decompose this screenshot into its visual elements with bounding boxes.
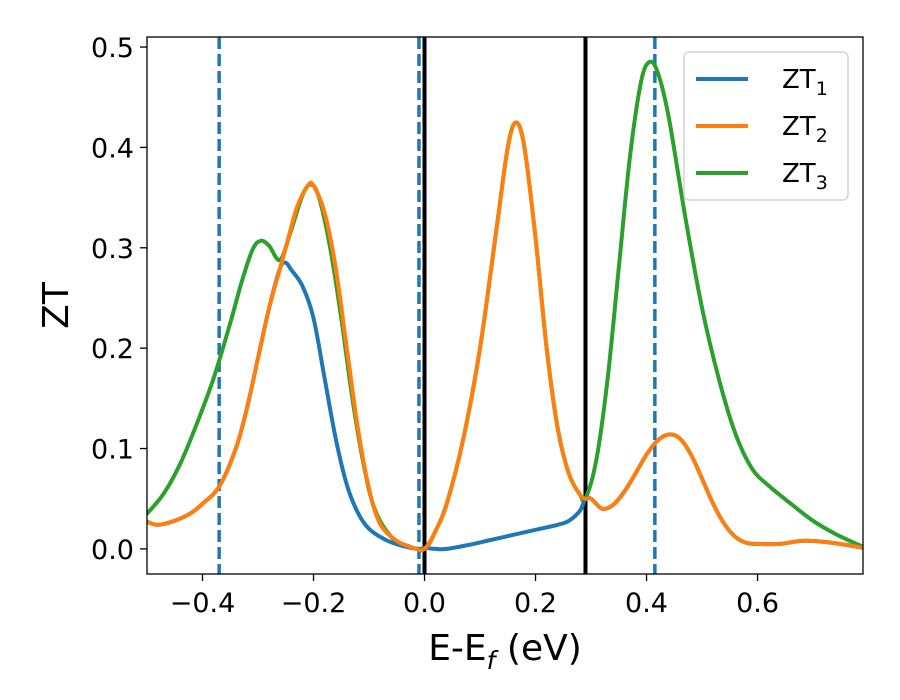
plot-area: [147, 37, 863, 574]
series-line-zt1: [147, 260, 863, 552]
legend-entry-zt2: ZT2: [696, 112, 828, 147]
legend-label: ZT1: [782, 65, 828, 100]
legend-label: ZT3: [782, 159, 828, 194]
y-tick-label: 0.5: [91, 33, 134, 64]
x-tick-label: −0.2: [281, 588, 347, 619]
x-tick-label: −0.4: [170, 588, 236, 619]
axes: −0.4 −0.2 0.0 0.2 0.4 0.6 0.0 0.1 0.2 0.3 0.4 0.5 E-…: [36, 33, 864, 675]
y-tick-label: 0.1: [91, 435, 134, 466]
legend: ZT1 ZT2 ZT3: [683, 51, 849, 201]
y-tick-label: 0.2: [91, 334, 134, 365]
legend-entry-zt1: ZT1: [696, 65, 828, 100]
legend-entry-zt3: ZT3: [696, 159, 828, 194]
y-tick-label: 0.3: [91, 234, 134, 265]
x-tick-label: 0.4: [625, 588, 668, 619]
series-line-zt2: [147, 120, 863, 553]
x-tick-label: 0.2: [514, 588, 557, 619]
plot-content: [147, 37, 863, 574]
x-axis-title: E-Ef (eV): [428, 628, 582, 675]
x-tick-label: 0.0: [403, 588, 446, 619]
legend-label: ZT2: [782, 112, 828, 147]
plot-frame: [146, 36, 864, 575]
y-tick-label: 0.4: [91, 133, 134, 164]
y-axis-title: ZT: [36, 281, 77, 329]
x-tick-label: 0.6: [736, 588, 779, 619]
legend-box: [683, 51, 849, 201]
y-tick-label: 0.0: [91, 535, 134, 566]
